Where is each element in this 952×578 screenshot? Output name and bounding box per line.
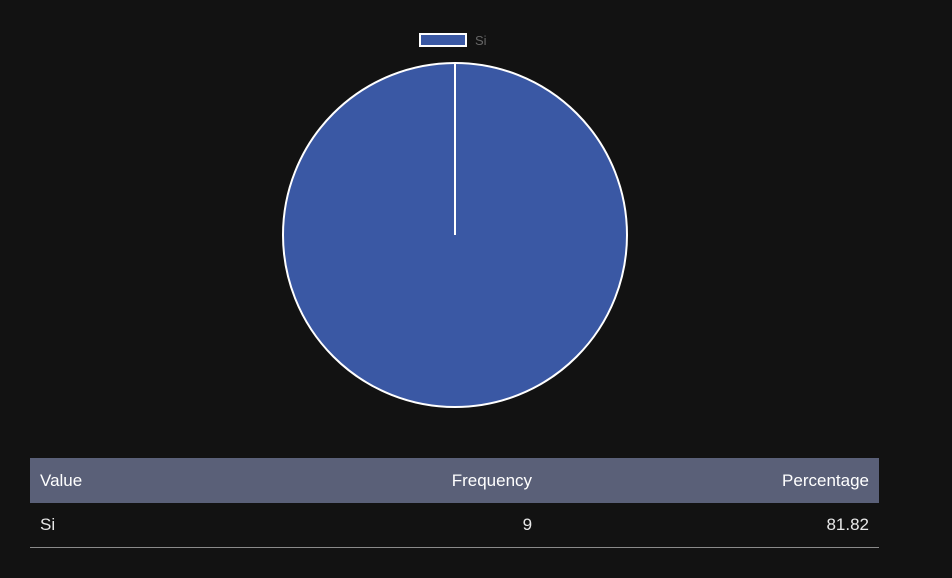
header-percentage[interactable]: Percentage — [782, 470, 869, 490]
table-header-row: Value Frequency Percentage — [30, 458, 879, 503]
legend-swatch-si — [419, 33, 467, 47]
cell-frequency: 9 — [226, 503, 543, 548]
legend-label-si: Si — [475, 32, 487, 48]
header-value[interactable]: Value — [40, 470, 83, 490]
pie-chart — [282, 62, 628, 408]
header-frequency[interactable]: Frequency — [451, 470, 533, 490]
frequency-table: Value Frequency Percentage Si 9 81.82 — [30, 458, 879, 548]
chart-legend[interactable]: Si — [419, 31, 487, 49]
table-row: Si 9 81.82 — [30, 503, 879, 548]
cell-value: Si — [30, 503, 226, 548]
cell-percentage: 81.82 — [542, 503, 879, 548]
pie-chart-area: Si — [282, 31, 628, 408]
